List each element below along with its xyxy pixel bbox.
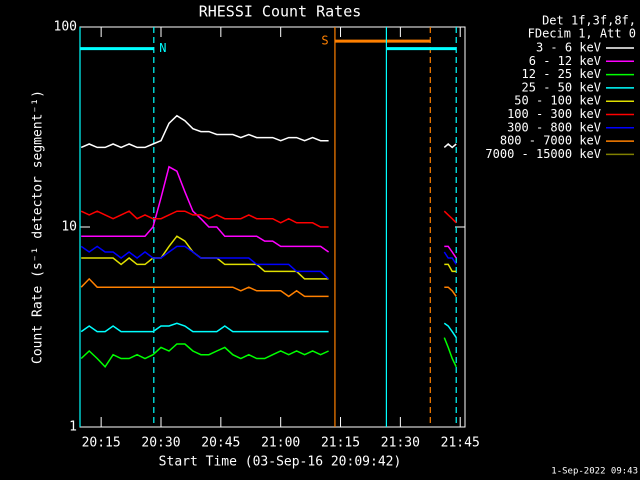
legend-label: 800 - 7000 keV [500,134,601,148]
series-line [80,337,457,368]
x-tick-label: 21:15 [321,436,360,451]
series-line [81,165,457,259]
legend-label: 100 - 300 keV [507,107,601,121]
series-line [80,210,457,228]
y-axis-label: Count Rate (s⁻¹ detector segment⁻¹) [31,90,46,364]
interval-label: N [159,41,166,55]
x-tick-label: 21:45 [441,436,480,451]
legend-label: 25 - 50 keV [522,80,601,94]
legend-label: 6 - 12 keV [529,54,601,68]
y-tick-label: 1 [69,420,77,435]
series-line [80,114,457,149]
y-tick-label: 10 [61,220,77,235]
x-axis-label: Start Time (03-Sep-16 20:09:42) [159,455,402,470]
x-tick-label: 20:15 [82,436,121,451]
legend-header: FDecim 1, Att 0 [528,27,636,41]
series-line [80,322,457,339]
legend-label: 50 - 100 keV [514,94,601,108]
x-tick-label: 20:30 [141,436,180,451]
x-tick-label: 21:00 [261,436,300,451]
interval-label: S [321,34,328,48]
legend-header: Det 1f,3f,8f, [542,14,636,28]
legend-label: 12 - 25 keV [522,67,601,81]
legend-label: 300 - 800 keV [507,120,601,134]
chart-title: RHESSI Count Rates [199,3,362,21]
legend-label: 7000 - 15000 keV [485,147,601,161]
y-tick-label: 100 [54,20,77,35]
plot-frame [79,26,466,428]
legend-label: 3 - 6 keV [536,41,601,55]
series-line [80,245,457,280]
footer: 1-Sep-2022 09:43 [551,467,638,477]
x-tick-label: 21:30 [381,436,420,451]
series-line [80,277,457,298]
x-tick-label: 20:45 [201,436,240,451]
